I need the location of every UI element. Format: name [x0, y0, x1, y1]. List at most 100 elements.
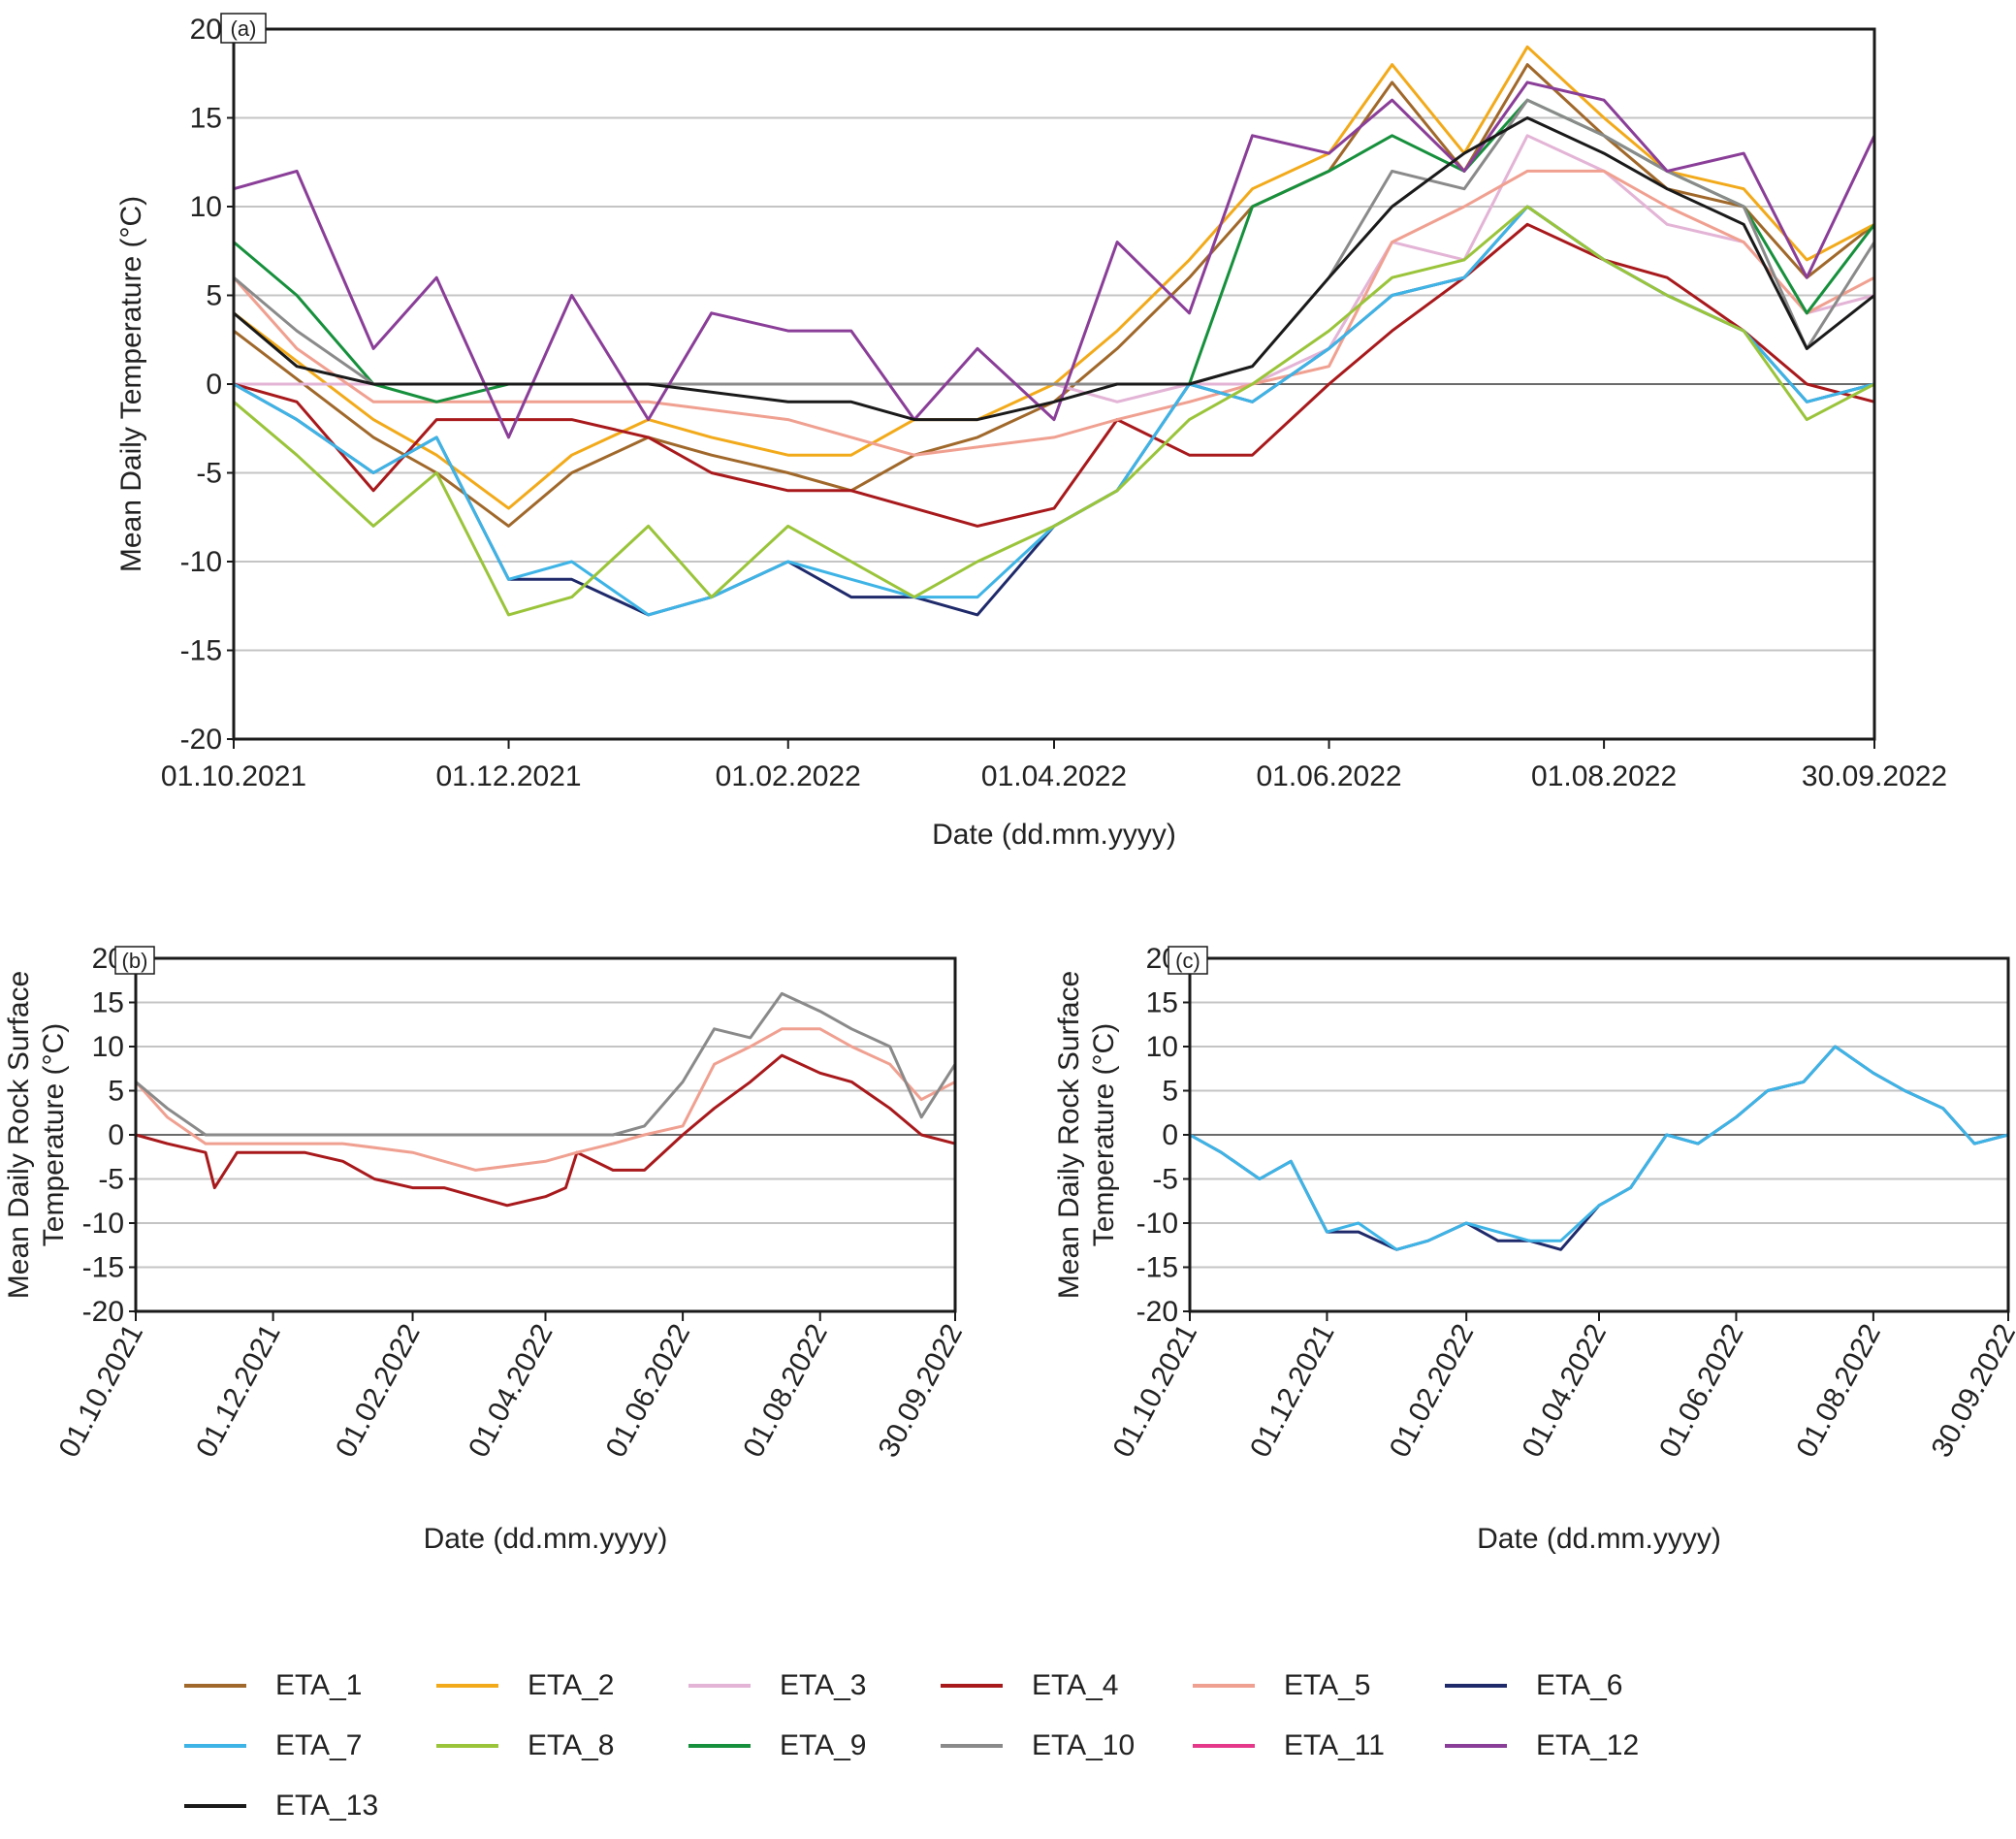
panel-b-x-tick-label: 01.04.2022 [463, 1319, 560, 1463]
legend-swatch [436, 1684, 498, 1688]
panel-a-y-tick-label: 0 [206, 369, 222, 401]
panel-a-y-tick-label: -5 [196, 458, 222, 490]
panel-a-series-eta-9 [233, 98, 1876, 403]
legend-item-eta-13: ETA_13 [184, 1787, 378, 1825]
panel-a-series-eta-12 [233, 81, 1876, 439]
panel-b-x-tick-label: 01.10.2021 [53, 1319, 150, 1463]
legend-label: ETA_12 [1536, 1729, 1640, 1761]
panel-c-tag-box [1168, 946, 1208, 975]
panel-a-x-tick-label: 01.10.2021 [161, 760, 306, 792]
legend-item-eta-10: ETA_10 [941, 1726, 1135, 1765]
panel-a-series-eta-10 [233, 98, 1876, 386]
legend-item-eta-8: ETA_8 [436, 1726, 615, 1765]
panel-c-series-eta-6 [1189, 1045, 2009, 1251]
panel-a-series-eta-8 [233, 205, 1875, 617]
panel-c-y-tick-label: -20 [1136, 1296, 1178, 1328]
panel-c-x-axis-title: Date (dd.mm.yyyy) [1477, 1523, 1721, 1555]
panel-b-y-axis-title-line: Mean Daily Rock Surface [3, 971, 35, 1299]
panel-c-y-tick-label: 15 [1146, 987, 1178, 1019]
panel-b-x-tick-label: 01.08.2022 [737, 1319, 834, 1463]
panel-a-x-tick-label: 01.12.2021 [435, 760, 581, 792]
panel-a-x-tick-label: 01.06.2022 [1256, 760, 1401, 792]
legend-swatch [1445, 1744, 1507, 1748]
panel-a-y-tick-label: 15 [190, 103, 222, 135]
legend-item-eta-11: ETA_11 [1193, 1726, 1385, 1765]
panel-a-y-tick-label: -20 [180, 724, 222, 756]
panel-c-y-tick-label: 0 [1162, 1119, 1178, 1151]
panel-b-y-tick-label: -20 [82, 1296, 124, 1328]
legend-swatch [436, 1744, 498, 1748]
legend-label: ETA_1 [275, 1669, 363, 1701]
legend-item-eta-3: ETA_3 [688, 1666, 867, 1705]
legend-item-eta-4: ETA_4 [941, 1666, 1119, 1705]
legend-swatch [184, 1744, 246, 1748]
legend-swatch [1193, 1744, 1255, 1748]
panel-a: -20 -15 -10 -5 0 5 10 15 20 01.10.2021 01.12.2021 0… [115, 13, 1947, 851]
panel-c-tag: (c) [1175, 949, 1200, 973]
panel-a-x-axis-title: Date (dd.mm.yyyy) [932, 819, 1176, 851]
panel-c-x-tick-label: 01.10.2021 [1107, 1319, 1204, 1463]
panel-a-tag: (a) [231, 16, 257, 41]
panel-a-x-tick-label: 01.08.2022 [1531, 760, 1677, 792]
panel-a-y-tick-label: 10 [190, 191, 222, 223]
legend-label: ETA_7 [275, 1729, 363, 1761]
panel-b-y-tick-label: 5 [108, 1076, 124, 1108]
panel-a-series-eta-5 [232, 169, 1875, 457]
legend-swatch [1193, 1684, 1255, 1688]
panel-c-x-tick-label: 01.02.2022 [1384, 1319, 1481, 1463]
panel-c-y-tick-label: 10 [1146, 1031, 1178, 1063]
panel-c-x-tick-label: 01.04.2022 [1517, 1319, 1614, 1463]
panel-a-y-tick-label: -15 [180, 635, 222, 667]
panel-b-tag-box [114, 946, 155, 975]
panel-b-x-axis-title: Date (dd.mm.yyyy) [424, 1523, 668, 1555]
legend-swatch [1445, 1684, 1507, 1688]
panel-c-x-tick-label: 01.08.2022 [1790, 1319, 1887, 1463]
legend-swatch [688, 1684, 751, 1688]
legend-item-eta-6: ETA_6 [1445, 1666, 1623, 1705]
panel-a-y-tick-label: -10 [180, 546, 222, 578]
panel-c-y-axis-title-line: Temperature (°C) [1088, 1023, 1120, 1246]
panel-b-series-eta-5 [134, 1027, 956, 1172]
panel-b-y-tick-label: -15 [82, 1252, 124, 1284]
panel-a-y-tick-label: 5 [206, 280, 222, 312]
panel-b-x-tick-label: 01.12.2021 [190, 1319, 287, 1463]
panel-b-x-tick-label: 01.06.2022 [600, 1319, 697, 1463]
panel-b-y-tick-label: -10 [82, 1208, 124, 1240]
legend-item-eta-2: ETA_2 [436, 1666, 615, 1705]
panel-a-y-tick-label: 20 [190, 14, 222, 46]
panel-a-series-eta-1 [233, 63, 1875, 528]
panel-a-tag-box [220, 13, 267, 44]
legend-label: ETA_8 [528, 1729, 615, 1761]
legend-label: ETA_6 [1536, 1669, 1623, 1701]
panel-b-y-tick-label: 15 [92, 987, 124, 1019]
legend-label: ETA_11 [1284, 1729, 1385, 1761]
panel-a-x-tick-label: 01.04.2022 [981, 760, 1127, 792]
panel-a-x-tick-label: 01.02.2022 [716, 760, 861, 792]
panel-c-y-tick-label: -5 [1152, 1164, 1178, 1196]
panel-c-y-tick-label: 5 [1162, 1076, 1178, 1108]
panel-a-y-axis-title: Mean Daily Temperature (°C) [115, 196, 147, 572]
panel-b-series-eta-10 [135, 991, 957, 1137]
panel-b-tag: (b) [122, 949, 148, 973]
panel-b-x-tick-label: 01.02.2022 [330, 1319, 427, 1463]
legend-swatch [688, 1744, 751, 1748]
panel-c-y-tick-label: -15 [1136, 1252, 1178, 1284]
panel-a-x-tick-label: 30.09.2022 [1802, 760, 1947, 792]
legend-swatch [941, 1744, 1003, 1748]
legend-item-eta-9: ETA_9 [688, 1726, 867, 1765]
legend-swatch [184, 1684, 246, 1688]
legend-label: ETA_3 [780, 1669, 867, 1701]
legend-item-eta-12: ETA_12 [1445, 1726, 1639, 1765]
legend-label: ETA_10 [1032, 1729, 1136, 1761]
panel-a-series-eta-13 [233, 116, 1875, 422]
panel-c-y-tick-label: -10 [1136, 1208, 1178, 1240]
panel-b-series-eta-4 [135, 1053, 956, 1208]
legend-item-eta-1: ETA_1 [184, 1666, 363, 1705]
legend-swatch [941, 1684, 1003, 1688]
panel-c-x-tick-label: 01.06.2022 [1653, 1319, 1750, 1463]
legend-swatch [184, 1804, 246, 1808]
legend-label: ETA_4 [1032, 1669, 1119, 1701]
panel-b-y-tick-label: 0 [108, 1119, 124, 1151]
panel-c-x-tick-label: 30.09.2022 [1926, 1319, 2016, 1463]
